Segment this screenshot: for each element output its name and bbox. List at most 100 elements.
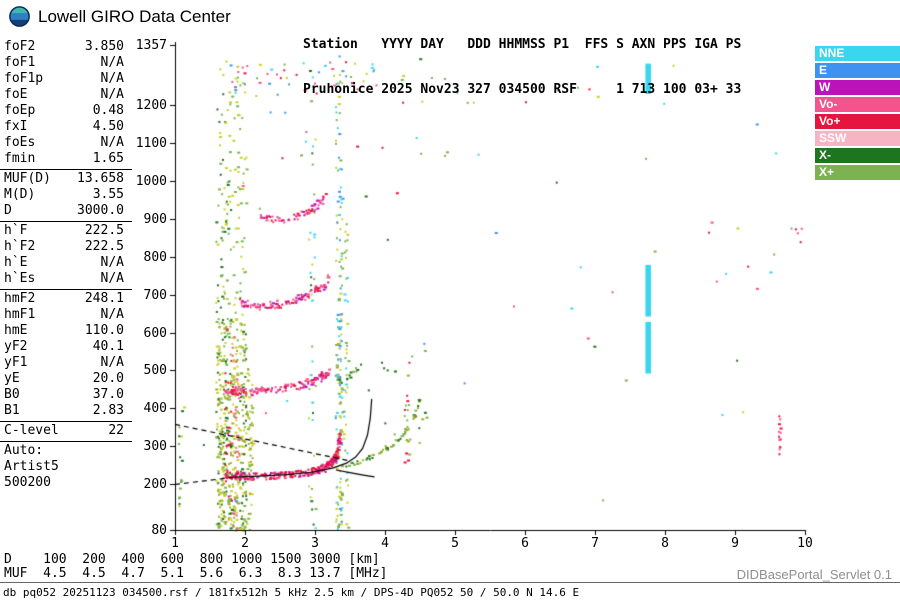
parameter-row: Auto:	[0, 443, 132, 459]
parameter-row: D 3000.0	[0, 203, 132, 219]
y-axis-tick-label: 300	[143, 439, 167, 455]
parameter-label: yF2	[4, 339, 28, 354]
parameter-label: hmF2	[4, 291, 36, 306]
giro-logo: Lowell GIRO Data Center	[7, 4, 231, 29]
parameter-row: B1 2.83	[0, 403, 132, 419]
parameter-row: foF1p N/A	[0, 71, 132, 87]
muf-row: MUF 4.5 4.5 4.7 5.1 5.6 6.3 8.3 13.7 [MH…	[4, 566, 388, 581]
parameter-label: foEs	[4, 135, 36, 150]
y-axis-tick-label: 600	[143, 325, 167, 341]
parameter-value: N/A	[100, 355, 124, 370]
legend-item-x-: X-	[815, 148, 900, 163]
parameter-group: Auto: Artist5 500200	[0, 442, 132, 493]
status-bar: db pq052 20251123 034500.rsf / 181fx512h…	[3, 586, 580, 599]
parameter-label: fxI	[4, 119, 28, 134]
legend-item-ssw: SSW	[815, 131, 900, 146]
parameter-value: 4.50	[92, 119, 124, 134]
parameter-value: 110.0	[84, 323, 124, 338]
y-axis-tick-label: 200	[143, 477, 167, 493]
parameter-group: MUF(D) 13.658 M(D) 3.55 D 3000.0	[0, 170, 132, 222]
x-axis-tick-label: 3	[311, 536, 319, 551]
parameter-label: D	[4, 203, 12, 218]
y-axis-tick-label: 900	[143, 211, 167, 227]
parameter-row: fmin 1.65	[0, 151, 132, 167]
parameter-row: B0 37.0	[0, 387, 132, 403]
y-axis-tick-label: 400	[143, 401, 167, 417]
y-axis-tick-label: 500	[143, 363, 167, 379]
parameter-label: hmF1	[4, 307, 36, 322]
station-header-fields: Station YYYY DAY DDD HHMMSS P1 FFS S AXN…	[303, 37, 742, 52]
parameter-label: foF2	[4, 39, 36, 54]
legend-item-w: W	[815, 80, 900, 95]
parameter-label: Auto:	[4, 443, 44, 458]
parameter-label: C-level	[4, 423, 59, 438]
parameter-row: h`F2 222.5	[0, 239, 132, 255]
parameter-value: N/A	[100, 71, 124, 86]
parameter-label: h`E	[4, 255, 28, 270]
parameter-value: 1.65	[92, 151, 124, 166]
parameter-value: N/A	[100, 135, 124, 150]
y-axis-tick-label: 1000	[135, 173, 167, 189]
parameter-row: yF1 N/A	[0, 355, 132, 371]
parameter-value: 37.0	[92, 387, 124, 402]
y-axis-tick-label: 700	[143, 287, 167, 303]
parameter-label: fmin	[4, 151, 36, 166]
parameter-row: MUF(D) 13.658	[0, 171, 132, 187]
parameter-label: foE	[4, 87, 28, 102]
parameter-label: h`F2	[4, 239, 36, 254]
parameter-group: h`F 222.5 h`F2 222.5 h`E N/A h`Es N/A	[0, 222, 132, 290]
parameter-group: hmF2 248.1 hmF1 N/A hmE 110.0 yF2 40.1 yF1 N/A yE 2…	[0, 290, 132, 422]
parameter-value: N/A	[100, 255, 124, 270]
y-axis-tick-label: 80	[151, 523, 167, 538]
parameter-row: hmF1 N/A	[0, 307, 132, 323]
x-axis-tick-label: 10	[797, 536, 813, 551]
distance-row: D 100 200 400 600 800 1000 1500 3000 [km…	[4, 552, 380, 567]
station-header: Station YYYY DAY DDD HHMMSS P1 FFS S AXN…	[303, 7, 741, 127]
echo-legend: NNE E W Vo- Vo+ SSW X- X+	[815, 46, 900, 182]
parameter-row: yE 20.0	[0, 371, 132, 387]
legend-item-e: E	[815, 63, 900, 78]
footer-divider	[0, 582, 900, 583]
parameter-value: 0.48	[92, 103, 124, 118]
parameter-row: h`Es N/A	[0, 271, 132, 287]
parameter-label: foEp	[4, 103, 36, 118]
parameter-row: foEp 0.48	[0, 103, 132, 119]
parameter-row: hmF2 248.1	[0, 291, 132, 307]
parameter-value: N/A	[100, 87, 124, 102]
legend-item-vo-: Vo+	[815, 114, 900, 129]
x-axis-tick-label: 8	[661, 536, 669, 551]
parameter-value: N/A	[100, 271, 124, 286]
parameter-label: foF1p	[4, 71, 44, 86]
x-axis-tick-label: 4	[381, 536, 389, 551]
parameter-label: B0	[4, 387, 20, 402]
x-axis-tick-label: 9	[731, 536, 739, 551]
parameter-row: fxI 4.50	[0, 119, 132, 135]
parameter-value: 3000.0	[77, 203, 124, 218]
x-axis-tick-label: 5	[451, 536, 459, 551]
parameter-row: M(D) 3.55	[0, 187, 132, 203]
parameter-label: h`F	[4, 223, 28, 238]
parameter-value: 248.1	[84, 291, 124, 306]
x-axis-tick-label: 2	[241, 536, 249, 551]
parameter-value: N/A	[100, 307, 124, 322]
x-axis-tick-label: 6	[521, 536, 529, 551]
parameter-label: 500200	[4, 475, 51, 490]
y-axis-tick-label: 1200	[135, 97, 167, 113]
parameter-label: foF1	[4, 55, 36, 70]
parameter-label: Artist5	[4, 459, 59, 474]
legend-item-vo-: Vo-	[815, 97, 900, 112]
parameter-label: M(D)	[4, 187, 36, 202]
giro-logo-text: Lowell GIRO Data Center	[38, 6, 231, 26]
parameter-label: yE	[4, 371, 20, 386]
parameter-value: 20.0	[92, 371, 124, 386]
y-axis-tick-label: 1357	[135, 38, 167, 53]
x-axis-tick-label: 7	[591, 536, 599, 551]
parameter-label: MUF(D)	[4, 171, 51, 186]
parameter-row: Artist5	[0, 459, 132, 475]
servlet-version-label: DIDBasePortal_Servlet 0.1	[736, 567, 892, 582]
parameter-row: h`E N/A	[0, 255, 132, 271]
parameter-row: foF2 3.850	[0, 39, 132, 55]
parameter-value: 40.1	[92, 339, 124, 354]
parameter-row: C-level 22	[0, 423, 132, 439]
